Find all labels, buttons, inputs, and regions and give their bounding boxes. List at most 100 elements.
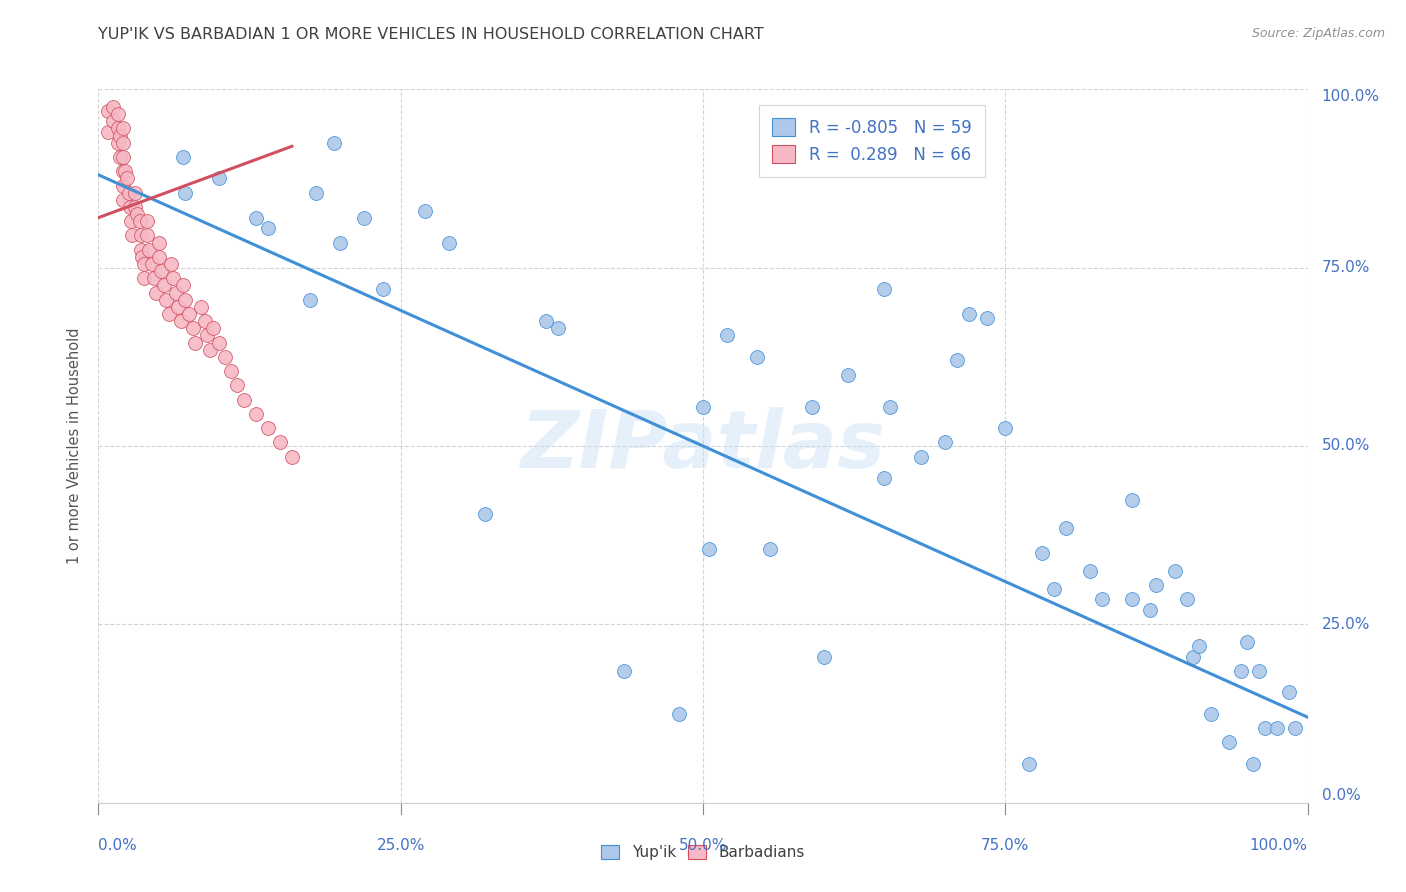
Point — [165, 285, 187, 300]
Point — [162, 271, 184, 285]
Point — [181, 321, 204, 335]
Point — [281, 450, 304, 464]
Point — [135, 214, 157, 228]
Point — [172, 278, 194, 293]
Point — [934, 435, 956, 450]
Point — [160, 257, 183, 271]
Point — [353, 211, 375, 225]
Point — [1121, 492, 1143, 507]
Point — [1121, 592, 1143, 607]
Point — [135, 228, 157, 243]
Point — [141, 257, 163, 271]
Point — [716, 328, 738, 343]
Point — [121, 228, 143, 243]
Point — [184, 335, 207, 350]
Point — [111, 193, 134, 207]
Point — [177, 307, 201, 321]
Text: ZIPatlas: ZIPatlas — [520, 407, 886, 485]
Point — [214, 350, 236, 364]
Point — [148, 250, 170, 264]
Point — [758, 542, 780, 557]
Text: 25.0%: 25.0% — [377, 838, 425, 854]
Point — [172, 150, 194, 164]
Point — [174, 293, 197, 307]
Point — [534, 314, 557, 328]
Point — [1284, 721, 1306, 735]
Point — [1031, 546, 1053, 560]
Point — [134, 257, 156, 271]
Point — [101, 114, 124, 128]
Point — [1236, 635, 1258, 649]
Point — [747, 350, 769, 364]
Point — [1018, 756, 1040, 771]
Point — [143, 271, 166, 285]
Point — [910, 450, 932, 464]
Point — [873, 282, 896, 296]
Point — [1249, 664, 1271, 678]
Point — [97, 103, 120, 118]
Point — [108, 150, 131, 164]
Point — [117, 171, 139, 186]
Point — [371, 282, 394, 296]
Point — [547, 321, 569, 335]
Point — [1054, 521, 1077, 535]
Point — [232, 392, 254, 407]
Point — [613, 664, 636, 678]
Point — [1218, 735, 1240, 749]
Point — [1078, 564, 1101, 578]
Point — [221, 364, 243, 378]
Point — [111, 136, 134, 150]
Point — [174, 186, 197, 200]
Point — [800, 400, 823, 414]
Point — [245, 407, 267, 421]
Point — [148, 235, 170, 250]
Point — [413, 203, 436, 218]
Point — [1139, 603, 1161, 617]
Point — [101, 100, 124, 114]
Text: YUP'IK VS BARBADIAN 1 OR MORE VEHICLES IN HOUSEHOLD CORRELATION CHART: YUP'IK VS BARBADIAN 1 OR MORE VEHICLES I… — [98, 27, 765, 42]
Point — [1278, 685, 1301, 699]
Point — [1091, 592, 1114, 607]
Point — [474, 507, 496, 521]
Point — [111, 178, 134, 193]
Point — [107, 121, 129, 136]
Text: 25.0%: 25.0% — [1322, 617, 1369, 632]
Point — [946, 353, 969, 368]
Point — [198, 343, 221, 357]
Point — [269, 435, 291, 450]
Y-axis label: 1 or more Vehicles in Household: 1 or more Vehicles in Household — [67, 327, 83, 565]
Point — [437, 235, 460, 250]
Point — [129, 243, 152, 257]
Point — [226, 378, 249, 392]
Point — [169, 314, 191, 328]
Text: 50.0%: 50.0% — [1322, 439, 1369, 453]
Point — [329, 235, 352, 250]
Point — [190, 300, 212, 314]
Point — [124, 200, 146, 214]
Point — [157, 307, 180, 321]
Text: 50.0%: 50.0% — [679, 838, 727, 854]
Point — [111, 150, 134, 164]
Point — [129, 228, 152, 243]
Point — [1230, 664, 1253, 678]
Point — [152, 278, 174, 293]
Text: 0.0%: 0.0% — [98, 838, 138, 854]
Point — [124, 186, 146, 200]
Legend: Yup'ik, Barbadians: Yup'ik, Barbadians — [595, 839, 811, 866]
Point — [1181, 649, 1204, 664]
Point — [323, 136, 346, 150]
Point — [256, 421, 278, 435]
Point — [208, 171, 231, 186]
Point — [256, 221, 278, 235]
Point — [1175, 592, 1198, 607]
Point — [1163, 564, 1185, 578]
Point — [837, 368, 859, 382]
Point — [1254, 721, 1277, 735]
Point — [107, 107, 129, 121]
Point — [245, 211, 267, 225]
Point — [697, 542, 720, 557]
Point — [1199, 706, 1222, 721]
Text: 75.0%: 75.0% — [981, 838, 1029, 854]
Point — [128, 214, 150, 228]
Point — [976, 310, 998, 325]
